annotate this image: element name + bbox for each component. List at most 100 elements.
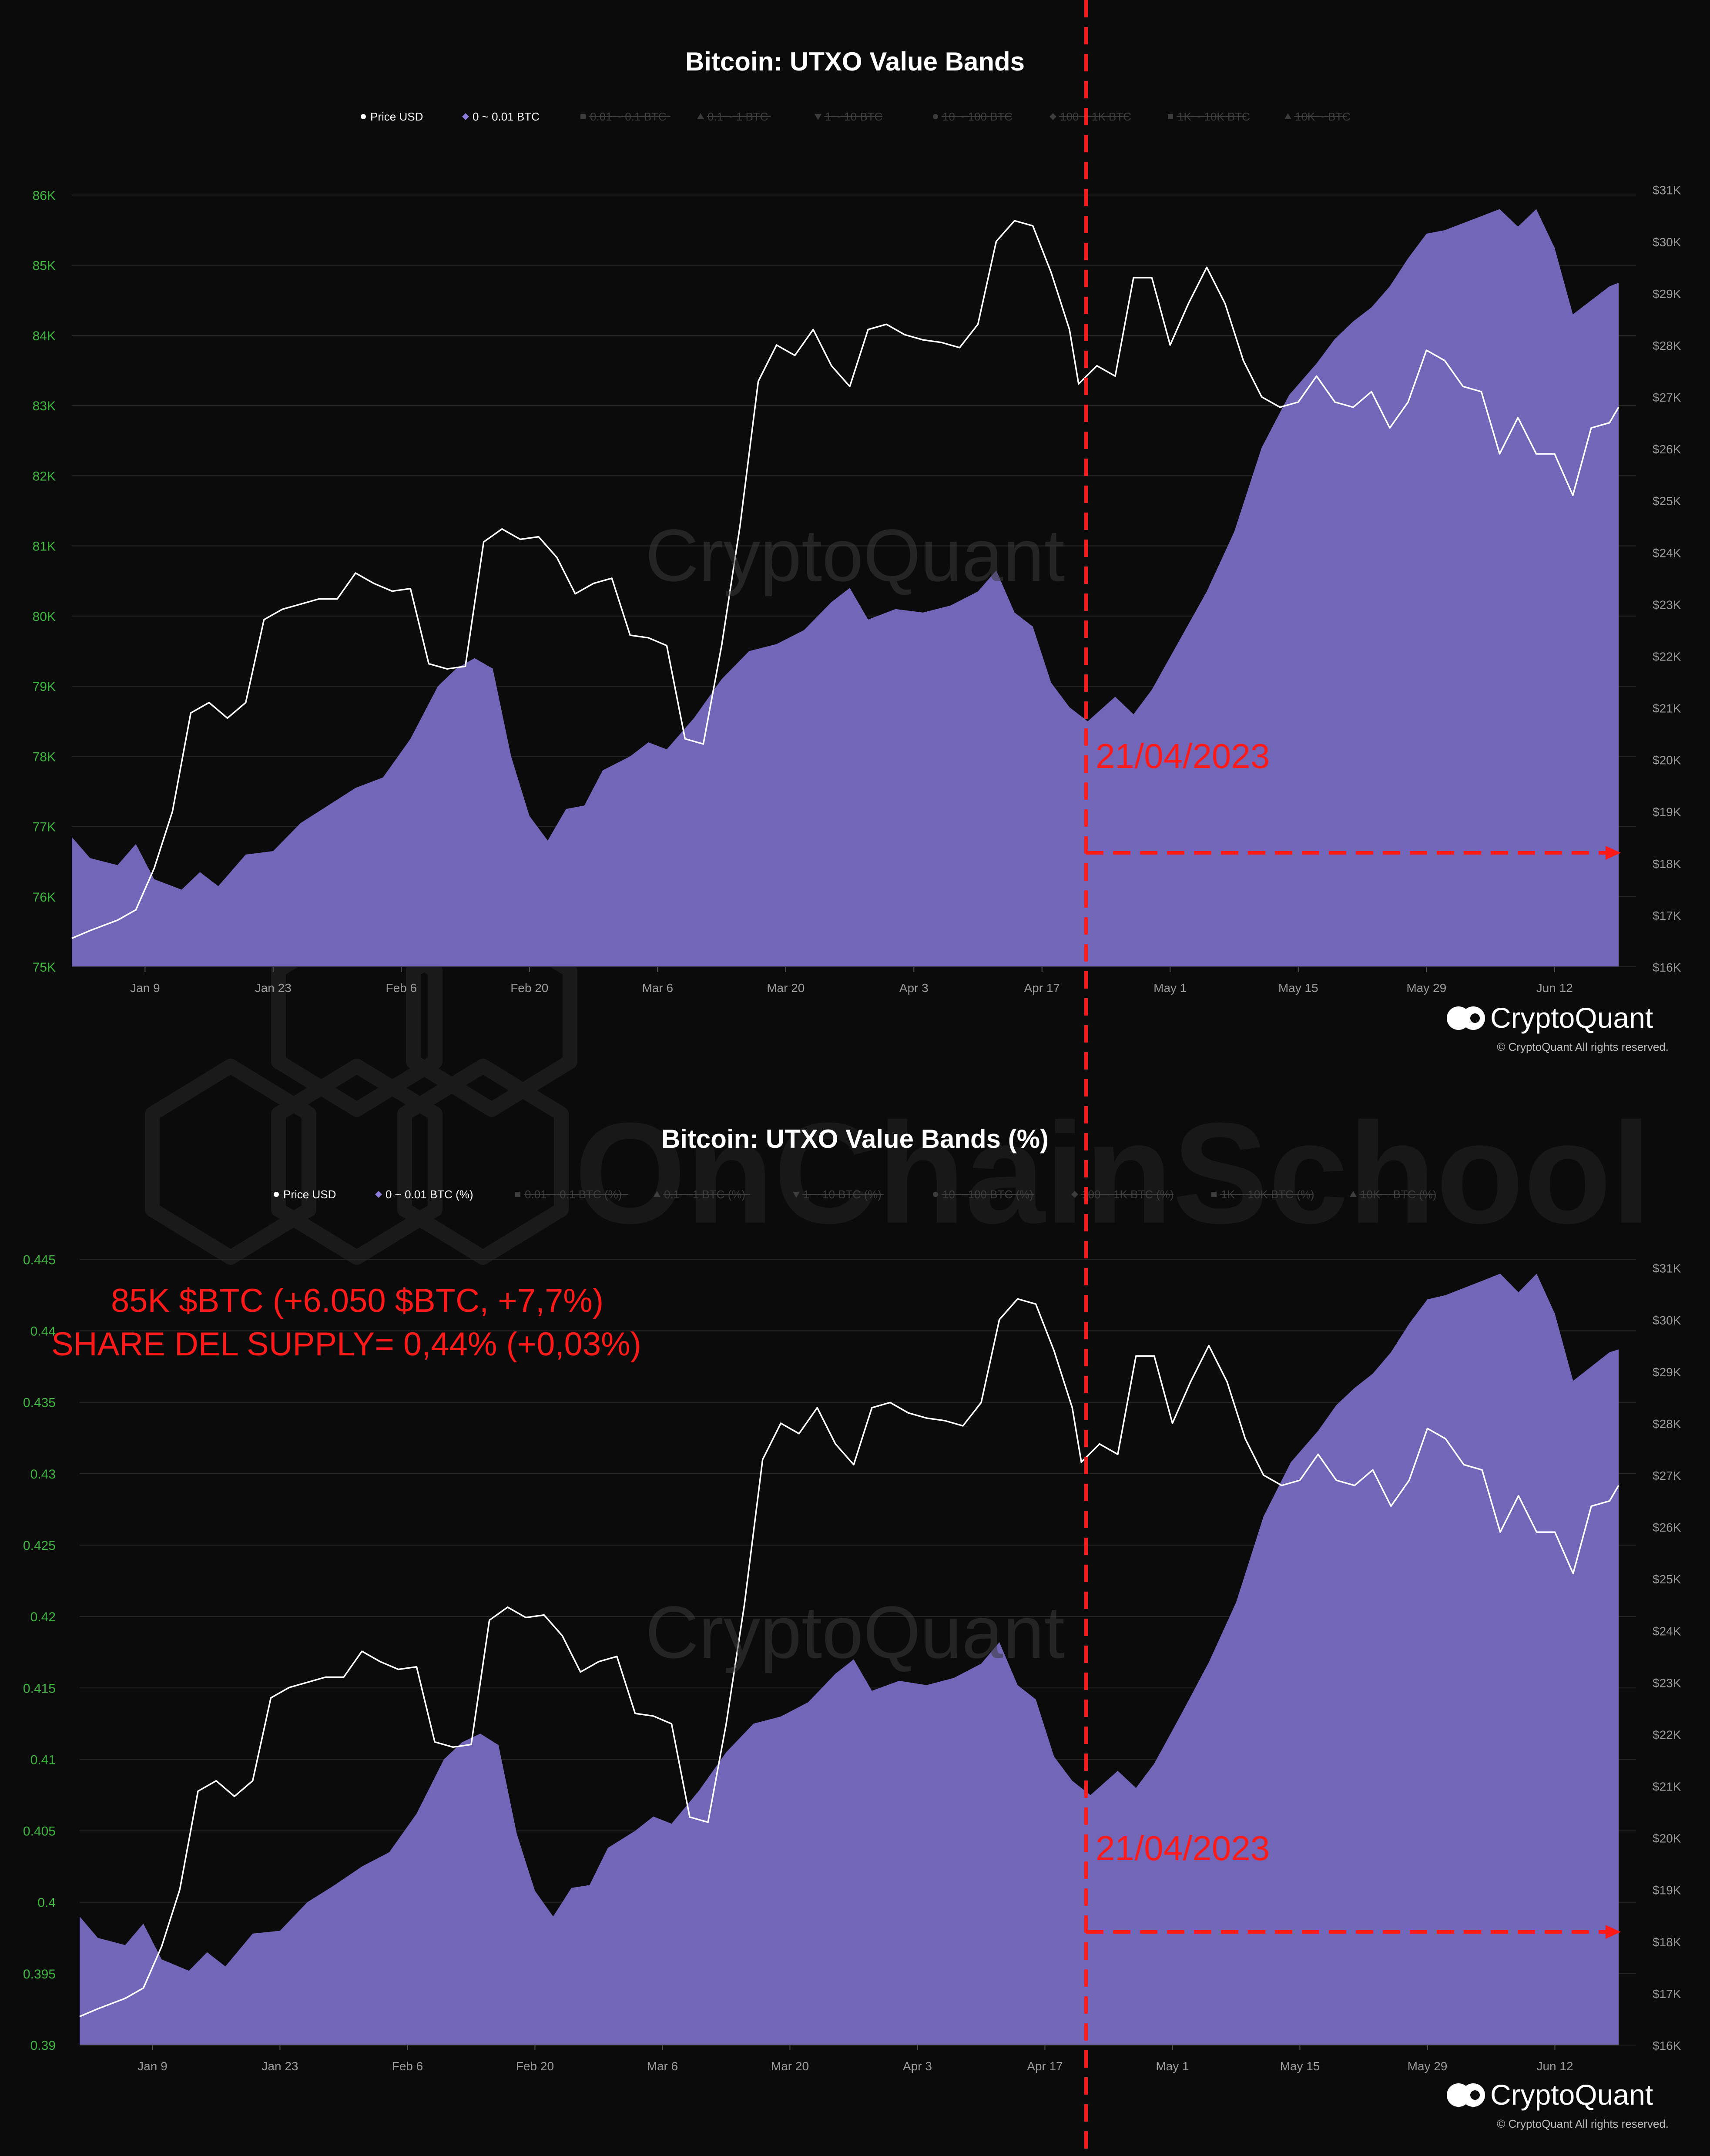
y-tick-label-left: 79K (33, 680, 56, 694)
y-tick-label-left: 82K (33, 469, 56, 483)
watermark-school-text: OnChainSchool (574, 1093, 1651, 1253)
y-tick-label-right: $24K (1653, 546, 1681, 560)
legend-marker (515, 1192, 520, 1197)
brand-name: CryptoQuant (1490, 1002, 1653, 1034)
y-tick-label-left: 0.42 (30, 1610, 56, 1624)
x-tick-label: Jan 9 (130, 981, 160, 995)
x-tick-label: Apr 3 (903, 2059, 932, 2073)
x-tick-label: Feb 20 (516, 2059, 554, 2073)
series-area-0-0.01-btc (72, 209, 1619, 967)
y-tick-label-left: 81K (33, 540, 56, 554)
legend-marker (1071, 1191, 1078, 1198)
series-line-price-usd (71, 220, 1619, 939)
x-tick-label: Jan 9 (137, 2059, 168, 2073)
watermark-cryptoquant: CryptoQuant (645, 1591, 1065, 1674)
y-tick-label-left: 77K (33, 820, 56, 835)
legend-label: Price USD (283, 1188, 336, 1201)
y-tick-label-right: $21K (1653, 1780, 1681, 1794)
y-tick-label-left: 80K (33, 610, 56, 624)
cryptoquant-logo: CryptoQuant (1447, 2079, 1653, 2111)
legend-marker (1211, 1192, 1217, 1197)
x-tick-label: Feb 6 (386, 981, 417, 995)
series-line-price-usd (79, 1298, 1619, 2018)
legend-label: 0 ~ 0.01 BTC (473, 110, 540, 123)
x-tick-label: Mar 20 (767, 981, 805, 995)
y-tick-label-right: $23K (1653, 598, 1681, 611)
y-axis-right: $16K $17K $18K $19K $20K $21K $22K $23K $24K $25K… (1653, 1262, 1681, 2052)
x-tick-label: Jan 23 (262, 2059, 298, 2073)
arrow-head-top (1606, 846, 1621, 860)
y-tick-label-right: $19K (1653, 805, 1681, 819)
legend-marker (1049, 113, 1056, 120)
watermark-hexagon (145, 1059, 316, 1265)
y-tick-label-right: $30K (1653, 1314, 1681, 1327)
y-tick-label-right: $18K (1653, 857, 1681, 871)
legend-marker (462, 113, 469, 120)
legend-marker (793, 1192, 800, 1198)
x-tick-label: Apr 17 (1027, 2059, 1063, 2073)
note-line-1: 85K $BTC (+6.050 $BTC, +7,7%) (111, 1282, 604, 1319)
legend-marker (1350, 1191, 1357, 1197)
series-area-0-0.01-btc-percent (80, 1274, 1619, 2045)
x-tick-label: Mar 6 (647, 2059, 678, 2073)
x-axis: Jan 9 Jan 23 Feb 6 Feb 20 Mar 6 Mar 20 Apr 3 Ap… (72, 966, 1619, 995)
y-tick-label-right: $16K (1653, 961, 1681, 974)
y-tick-label-right: $25K (1653, 1573, 1681, 1586)
y-tick-label-right: $29K (1653, 287, 1681, 301)
chart-title: Bitcoin: UTXO Value Bands (%) (661, 1124, 1049, 1153)
legend: Price USD 0 ~ 0.01 BTC 0.01 ~ 0.1 BTC 0.1 ~… (361, 110, 1351, 123)
legend-marker (580, 114, 586, 119)
legend-marker (654, 1191, 661, 1197)
y-tick-label-right: $20K (1653, 1832, 1681, 1845)
x-tick-label: Jun 12 (1536, 2059, 1573, 2073)
chart-title: Bitcoin: UTXO Value Bands (685, 47, 1025, 76)
y-tick-label-left: 0.445 (23, 1253, 56, 1267)
watermark-hexagon (271, 1059, 443, 1265)
y-tick-label-left: 84K (33, 329, 56, 343)
y-tick-label-left: 85K (33, 259, 56, 273)
y-tick-label-left: 78K (33, 750, 56, 764)
watermark-hexagon (397, 1059, 569, 1265)
y-axis-right: $16K $17K $18K $19K $20K $21K $22K $23K $24K $25K… (1653, 184, 1681, 974)
y-tick-label-right: $17K (1653, 909, 1681, 922)
y-tick-label-left: 75K (33, 960, 56, 975)
y-tick-label-left: 0.405 (23, 1824, 56, 1839)
legend-marker (361, 114, 366, 119)
annotations: 21/04/2023 21/04/2023 85K $BTC (+6.050 $… (51, 0, 1621, 2156)
x-tick-label: Mar 6 (642, 981, 673, 995)
x-tick-label: Feb 20 (510, 981, 548, 995)
note-line-2: SHARE DEL SUPPLY= 0,44% (+0,03%) (51, 1326, 641, 1363)
y-tick-label-left: 0.41 (30, 1753, 56, 1767)
y-tick-label-right: $27K (1653, 1469, 1681, 1482)
legend-marker (697, 113, 704, 119)
x-tick-label: Feb 6 (392, 2059, 423, 2073)
y-tick-label-right: $31K (1653, 184, 1681, 197)
legend-marker (933, 114, 938, 119)
watermark-cryptoquant: CryptoQuant (645, 514, 1065, 597)
y-axis-left: 75K 76K 77K 78K 79K 80K 81K 82K 83K 84K 85K 86K (33, 188, 56, 975)
chart-utxo-value-bands-percent: Bitcoin: UTXO Value Bands (%) Price USD 0… (23, 1124, 1681, 2130)
y-tick-label-right: $24K (1653, 1624, 1681, 1638)
x-tick-label: Apr 3 (899, 981, 929, 995)
onchainschool-watermark: OnChainSchool (145, 915, 1651, 1265)
y-tick-label-right: $26K (1653, 1521, 1681, 1534)
legend-marker (274, 1192, 279, 1197)
legend-marker (1168, 114, 1173, 119)
x-tick-label: May 1 (1153, 981, 1187, 995)
legend-marker (1284, 113, 1291, 119)
y-tick-label-right: $17K (1653, 1987, 1681, 2001)
legend-marker (815, 114, 821, 120)
cryptoquant-logo: CryptoQuant (1447, 1002, 1653, 1034)
y-tick-label-left: 0.4 (37, 1896, 56, 1910)
watermark-hexagon (406, 915, 577, 1117)
legend-marker (933, 1192, 938, 1197)
x-tick-label: Apr 17 (1024, 981, 1060, 995)
x-tick-label: May 15 (1280, 2059, 1320, 2073)
copyright: © CryptoQuant All rights reserved. (1497, 2117, 1669, 2130)
x-tick-label: May 29 (1408, 2059, 1448, 2073)
logo-icon (1470, 1013, 1480, 1023)
y-tick-label-right: $23K (1653, 1676, 1681, 1690)
legend-marker (375, 1191, 382, 1198)
date-label-top: 21/04/2023 (1096, 737, 1270, 775)
x-tick-label: Mar 20 (771, 2059, 809, 2073)
